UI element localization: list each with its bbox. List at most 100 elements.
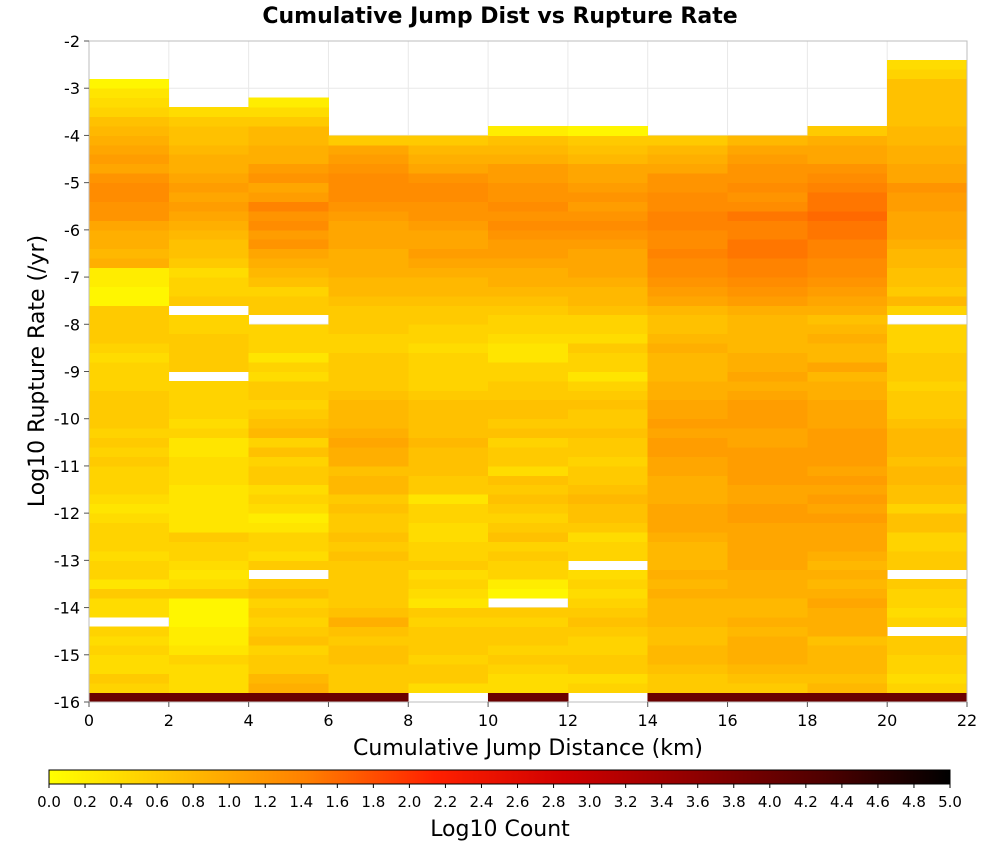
heatmap-cell — [727, 541, 808, 552]
heatmap-cell — [248, 390, 329, 401]
heatmap-cell — [89, 683, 170, 693]
heatmap-cell — [807, 182, 888, 193]
heatmap-cell — [488, 617, 569, 627]
heatmap-cell — [647, 409, 728, 420]
heatmap-cell — [647, 484, 728, 495]
heatmap-cell — [328, 532, 409, 542]
heatmap-cell — [89, 295, 170, 306]
heatmap-cell — [647, 560, 728, 571]
heatmap-cell — [89, 522, 170, 533]
heatmap-cell — [727, 673, 808, 684]
heatmap-cell — [328, 494, 409, 505]
heatmap-cell — [807, 654, 888, 665]
heatmap-cell — [727, 626, 808, 637]
heatmap-cell — [89, 210, 170, 221]
heatmap-cell — [168, 437, 250, 448]
heatmap-cell — [248, 447, 329, 457]
heatmap-cell — [887, 550, 968, 561]
heatmap-cell — [168, 182, 250, 193]
heatmap-cell — [887, 295, 968, 306]
heatmap-cell — [807, 314, 888, 325]
heatmap-cell — [807, 220, 888, 231]
heatmap-cell — [647, 503, 728, 514]
heatmap-cell — [328, 673, 409, 684]
heatmap-cell — [248, 173, 329, 184]
heatmap-cell — [328, 428, 409, 438]
colorbar-tick-label: 0.2 — [73, 793, 97, 811]
heatmap-cell — [328, 144, 409, 155]
y-tick-label: -7 — [64, 268, 80, 287]
heatmap-cell — [328, 229, 409, 240]
heatmap-cell — [488, 626, 569, 637]
heatmap-cell — [887, 352, 968, 363]
heatmap-cell — [168, 343, 250, 354]
heatmap-cell — [408, 135, 489, 146]
heatmap-cell — [567, 588, 649, 599]
heatmap-cell — [887, 560, 968, 571]
heatmap-cell — [647, 664, 728, 675]
heatmap-cell — [647, 447, 728, 457]
heatmap-cell — [727, 428, 808, 438]
heatmap-cell — [328, 333, 409, 344]
heatmap-cell — [89, 664, 170, 675]
heatmap-cell — [328, 267, 409, 278]
heatmap-cell — [647, 380, 728, 391]
heatmap-cell — [887, 399, 968, 410]
y-tick-label: -16 — [54, 693, 80, 712]
heatmap-cell — [248, 645, 329, 656]
heatmap-cell — [328, 201, 409, 212]
heatmap-cell — [887, 447, 968, 457]
heatmap-cell — [89, 598, 170, 608]
heatmap-cell — [488, 182, 569, 193]
heatmap-cell — [168, 541, 250, 552]
heatmap-cell — [248, 607, 329, 618]
heatmap-cell — [727, 343, 808, 354]
heatmap-cell — [408, 173, 489, 184]
heatmap-cell — [328, 192, 409, 202]
heatmap-cell — [168, 258, 250, 269]
heatmap-cells — [89, 59, 968, 703]
heatmap-cell — [168, 428, 250, 438]
heatmap-cell — [328, 277, 409, 287]
heatmap-cell — [168, 607, 250, 618]
heatmap-cell — [408, 607, 489, 618]
heatmap-cell — [248, 163, 329, 174]
heatmap-cell — [647, 456, 728, 467]
heatmap-cell — [328, 550, 409, 561]
heatmap-cell — [328, 418, 409, 429]
heatmap-cell — [567, 380, 649, 391]
heatmap-cell — [488, 541, 569, 552]
heatmap-cell — [89, 475, 170, 486]
heatmap-cell — [89, 154, 170, 165]
heatmap-cell — [727, 144, 808, 155]
heatmap-cell — [567, 409, 649, 420]
heatmap-cell — [168, 664, 250, 675]
heatmap-cell — [567, 343, 649, 354]
chart-title: Cumulative Jump Dist vs Rupture Rate — [262, 4, 737, 29]
heatmap-cell — [89, 635, 170, 646]
heatmap-cell — [807, 664, 888, 675]
heatmap-cell — [567, 154, 649, 165]
heatmap-cell — [408, 532, 489, 542]
heatmap-cell — [89, 513, 170, 523]
heatmap-cell — [89, 465, 170, 476]
heatmap-cell — [488, 390, 569, 401]
heatmap-cell — [887, 305, 968, 316]
heatmap-cell — [328, 314, 409, 325]
heatmap-cell — [727, 286, 808, 297]
heatmap-cell — [727, 635, 808, 646]
heatmap-cell — [89, 645, 170, 656]
heatmap-cell — [328, 617, 409, 627]
heatmap-cell — [89, 380, 170, 391]
y-tick-label: -6 — [64, 221, 80, 240]
heatmap-cell — [567, 399, 649, 410]
heatmap-cell — [567, 598, 649, 608]
heatmap-cell — [248, 362, 329, 372]
heatmap-cell — [887, 428, 968, 438]
heatmap-cell — [887, 390, 968, 401]
heatmap-cell — [567, 305, 649, 316]
heatmap-cell — [168, 617, 250, 627]
heatmap-cell — [488, 343, 569, 354]
heatmap-cell — [168, 362, 250, 372]
